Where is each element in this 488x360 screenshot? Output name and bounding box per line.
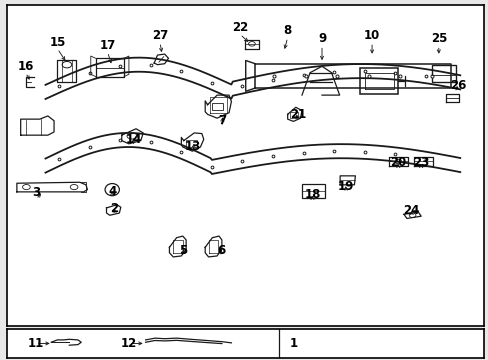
Text: 21: 21 (289, 108, 305, 121)
Bar (302, 184, 324, 198)
Text: 25: 25 (430, 32, 446, 45)
Text: 4: 4 (108, 185, 116, 198)
Text: 3: 3 (32, 186, 40, 199)
Text: 6: 6 (216, 244, 224, 257)
Text: 5: 5 (178, 244, 186, 257)
Bar (431, 65, 455, 82)
Text: 7: 7 (217, 114, 225, 127)
Bar (186, 140, 196, 147)
Text: 27: 27 (151, 29, 168, 42)
Text: 22: 22 (231, 21, 247, 34)
Bar (359, 68, 397, 94)
Text: 12: 12 (121, 337, 137, 350)
Text: 17: 17 (99, 39, 115, 52)
Text: 9: 9 (317, 32, 325, 45)
Text: 23: 23 (412, 156, 428, 169)
Bar (289, 112, 297, 118)
Text: 2: 2 (110, 202, 119, 215)
Text: 13: 13 (185, 140, 201, 153)
Text: 15: 15 (49, 36, 65, 49)
Text: 19: 19 (337, 180, 353, 193)
Text: 24: 24 (403, 204, 419, 217)
Bar (212, 103, 223, 110)
Text: 14: 14 (125, 133, 142, 147)
Text: 8: 8 (283, 24, 291, 37)
Text: 20: 20 (389, 156, 406, 169)
Text: 10: 10 (363, 29, 379, 42)
Text: 26: 26 (449, 79, 465, 92)
Text: 18: 18 (304, 188, 320, 201)
Text: 11: 11 (28, 337, 44, 350)
Text: 16: 16 (17, 60, 34, 73)
Text: 1: 1 (289, 337, 297, 350)
